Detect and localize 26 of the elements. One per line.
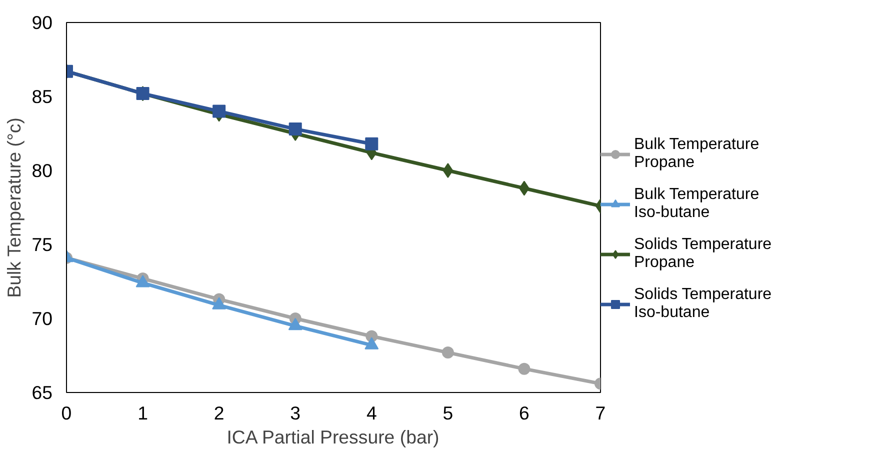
x-tick-label: 3	[290, 402, 301, 424]
legend-label: Bulk Temperature Propane	[634, 136, 760, 172]
point	[288, 122, 302, 136]
x-tick-label: 6	[519, 402, 530, 424]
point	[442, 346, 454, 359]
legend-label: Solids Temperature Iso-butane	[634, 286, 773, 322]
x-tick-label: 0	[61, 402, 72, 424]
x-tick-label: 5	[442, 402, 454, 424]
point	[442, 163, 454, 178]
y-tick-label: 65	[32, 382, 53, 403]
x-tick-label: 4	[366, 402, 377, 424]
x-tick-label: 2	[214, 402, 224, 424]
y-tick-label: 70	[32, 308, 53, 329]
legend-label: Bulk Temperature Iso-butane	[634, 186, 760, 222]
y-axis-title: Bulk Temperature (°c)	[4, 118, 25, 298]
legend-label: Solids Temperature Propane	[634, 236, 773, 272]
y-tick-label: 75	[32, 234, 53, 255]
x-tick-label: 7	[595, 402, 606, 424]
point	[212, 104, 226, 118]
y-tick-label: 80	[32, 160, 53, 181]
y-tick-label: 90	[32, 12, 53, 33]
point	[365, 137, 378, 150]
x-axis-title: ICA Partial Pressure (bar)	[226, 426, 440, 448]
point	[518, 362, 530, 375]
y-tick-label: 85	[32, 86, 53, 107]
x-tick-label: 1	[138, 402, 148, 424]
